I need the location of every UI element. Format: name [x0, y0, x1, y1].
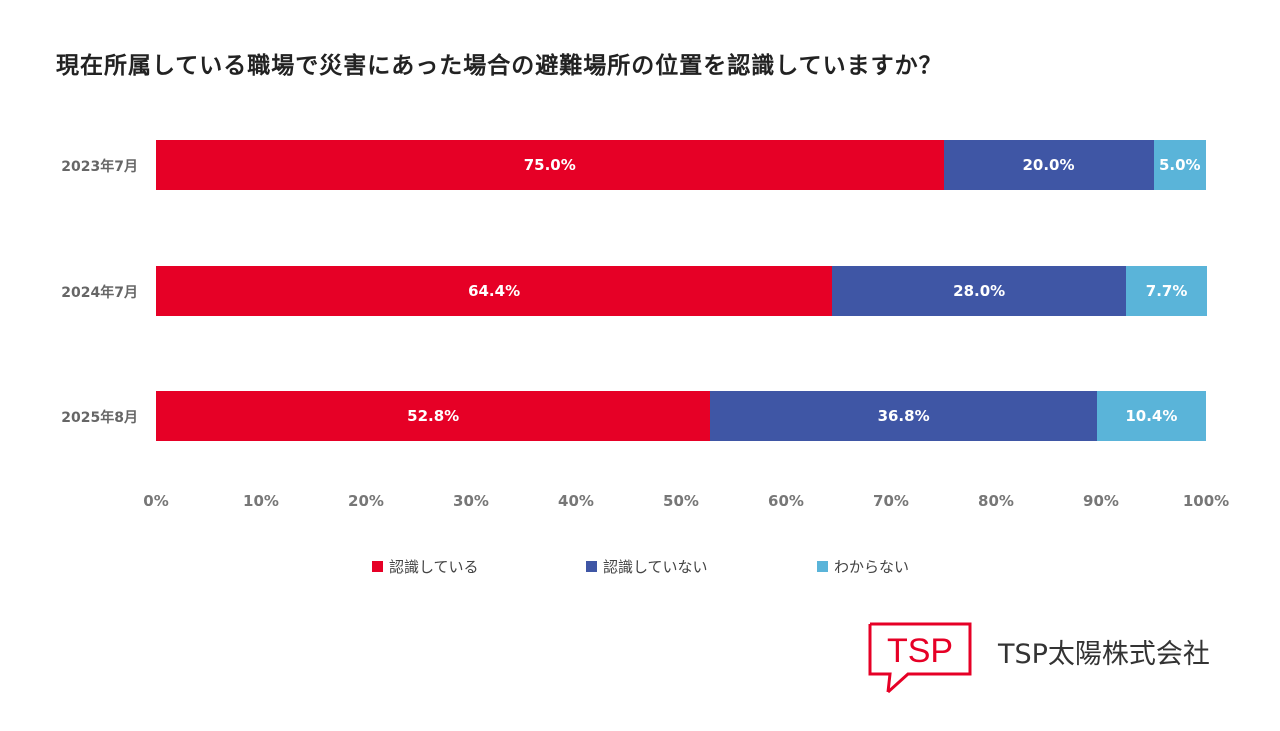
x-tick-label: 10%: [243, 492, 279, 510]
legend-item: 認識している: [372, 556, 479, 577]
legend-swatch: [586, 561, 597, 572]
bar-segment: 52.8%: [156, 391, 711, 441]
bar-segment: 20.0%: [943, 140, 1154, 190]
category-label: 2025年8月: [61, 410, 138, 426]
bar-segment: 36.8%: [710, 391, 1097, 441]
x-tick-label: 70%: [873, 492, 909, 510]
x-tick-label: 30%: [453, 492, 489, 510]
data-label: 5.0%: [1158, 156, 1201, 174]
tsp-logo: TSP: [868, 622, 972, 694]
legend-item: 認識していない: [586, 556, 708, 577]
x-tick-label: 80%: [978, 492, 1014, 510]
chart-title: 現在所属している職場で災害にあった場合の避難場所の位置を認識していますか？: [56, 53, 943, 79]
x-tick-label: 20%: [348, 492, 384, 510]
x-tick-label: 100%: [1182, 492, 1230, 510]
bar-segment: 64.4%: [156, 266, 833, 316]
data-label: 52.8%: [407, 407, 460, 425]
x-tick-label: 0%: [143, 492, 169, 510]
bar-segment: 7.7%: [1126, 266, 1208, 316]
bar-segment: 28.0%: [832, 266, 1127, 316]
data-label: 36.8%: [877, 407, 930, 425]
legend-swatch: [817, 561, 828, 572]
company-name: TSP太陽株式会社: [998, 639, 1210, 670]
legend-swatch: [372, 561, 383, 572]
data-label: 20.0%: [1022, 156, 1075, 174]
bar-segment: 75.0%: [156, 140, 944, 190]
x-tick-label: 50%: [663, 492, 699, 510]
bar-segment: 5.0%: [1153, 140, 1206, 190]
data-label: 7.7%: [1145, 282, 1188, 300]
data-label: 28.0%: [953, 282, 1006, 300]
data-label: 64.4%: [468, 282, 521, 300]
logo-mark: TSP: [887, 632, 953, 670]
category-label: 2023年7月: [61, 159, 138, 175]
x-tick-label: 40%: [558, 492, 594, 510]
legend-label: 認識している: [389, 558, 479, 576]
data-label: 75.0%: [523, 156, 576, 174]
legend-item: わからない: [817, 556, 909, 577]
data-label: 10.4%: [1125, 407, 1178, 425]
legend-label: 認識していない: [603, 558, 708, 576]
x-tick-label: 60%: [768, 492, 804, 510]
legend-label: わからない: [834, 558, 910, 576]
x-tick-label: 90%: [1083, 492, 1119, 510]
category-label: 2024年7月: [61, 285, 138, 301]
bar-segment: 10.4%: [1096, 391, 1206, 441]
